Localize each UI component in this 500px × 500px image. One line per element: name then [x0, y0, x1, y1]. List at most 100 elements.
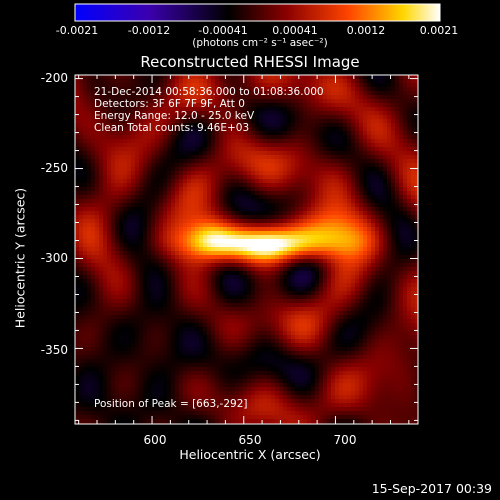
- heatmap-cell: [191, 267, 195, 271]
- heatmap-cell: [163, 207, 167, 211]
- heatmap-cell: [403, 295, 407, 299]
- heatmap-cell: [175, 179, 179, 183]
- heatmap-cell: [131, 99, 135, 103]
- heatmap-cell: [227, 279, 231, 283]
- heatmap-cell: [251, 79, 255, 83]
- heatmap-cell: [411, 131, 415, 135]
- heatmap-cell: [123, 195, 127, 199]
- heatmap-cell: [183, 171, 187, 175]
- heatmap-cell: [259, 179, 263, 183]
- heatmap-cell: [115, 99, 119, 103]
- heatmap-cell: [355, 251, 359, 255]
- heatmap-cell: [163, 255, 167, 259]
- heatmap-cell: [91, 163, 95, 167]
- heatmap-cell: [159, 295, 163, 299]
- heatmap-cell: [359, 131, 363, 135]
- heatmap-cell: [187, 207, 191, 211]
- heatmap-cell: [407, 275, 411, 279]
- heatmap-cell: [107, 283, 111, 287]
- heatmap-cell: [335, 215, 339, 219]
- heatmap-cell: [339, 271, 343, 275]
- heatmap-cell: [87, 107, 91, 111]
- heatmap-cell: [279, 283, 283, 287]
- heatmap-cell: [207, 235, 211, 239]
- heatmap-cell: [127, 163, 131, 167]
- heatmap-cell: [375, 299, 379, 303]
- heatmap-cell: [95, 79, 99, 83]
- heatmap-cell: [343, 275, 347, 279]
- heatmap-cell: [299, 119, 303, 123]
- heatmap-cell: [203, 135, 207, 139]
- heatmap-cell: [195, 103, 199, 107]
- heatmap-cell: [343, 83, 347, 87]
- heatmap-cell: [195, 299, 199, 303]
- heatmap-cell: [87, 247, 91, 251]
- heatmap-cell: [235, 95, 239, 99]
- heatmap-cell: [275, 103, 279, 107]
- heatmap-cell: [299, 83, 303, 87]
- heatmap-cell: [359, 95, 363, 99]
- heatmap-cell: [399, 175, 403, 179]
- heatmap-cell: [255, 191, 259, 195]
- heatmap-cell: [339, 243, 343, 247]
- heatmap-cell: [307, 287, 311, 291]
- heatmap-cell: [355, 303, 359, 307]
- heatmap-cell: [143, 287, 147, 291]
- heatmap-cell: [79, 283, 83, 287]
- heatmap-cell: [371, 131, 375, 135]
- heatmap-cell: [231, 251, 235, 255]
- heatmap-cell: [91, 143, 95, 147]
- heatmap-cell: [415, 183, 418, 187]
- heatmap-cell: [223, 207, 227, 211]
- heatmap-cell: [251, 259, 255, 263]
- heatmap-cell: [155, 231, 159, 235]
- heatmap-cell: [123, 99, 127, 103]
- heatmap-cell: [115, 275, 119, 279]
- heatmap-cell: [339, 143, 343, 147]
- heatmap-cell: [295, 207, 299, 211]
- heatmap-cell: [151, 247, 155, 251]
- heatmap-cell: [159, 143, 163, 147]
- heatmap-cell: [259, 111, 263, 115]
- heatmap-cell: [195, 167, 199, 171]
- heatmap-cell: [215, 79, 219, 83]
- heatmap-cell: [167, 211, 171, 215]
- heatmap-cell: [291, 283, 295, 287]
- heatmap-cell: [371, 99, 375, 103]
- heatmap-cell: [291, 155, 295, 159]
- heatmap-cell: [119, 75, 123, 79]
- heatmap-cell: [255, 111, 259, 115]
- heatmap-cell: [391, 183, 395, 187]
- heatmap-cell: [99, 111, 103, 115]
- heatmap-cell: [243, 203, 247, 207]
- heatmap-cell: [83, 103, 87, 107]
- heatmap-cell: [147, 75, 151, 79]
- heatmap-cell: [127, 95, 131, 99]
- heatmap-cell: [263, 163, 267, 167]
- heatmap-cell: [323, 267, 327, 271]
- heatmap-cell: [255, 159, 259, 163]
- heatmap-cell: [247, 99, 251, 103]
- heatmap-cell: [323, 227, 327, 231]
- heatmap-cell: [279, 131, 283, 135]
- heatmap-cell: [147, 255, 151, 259]
- heatmap-cell: [279, 155, 283, 159]
- heatmap-cell: [359, 203, 363, 207]
- heatmap-cell: [379, 239, 383, 243]
- heatmap-cell: [131, 219, 135, 223]
- heatmap-cell: [415, 267, 418, 271]
- heatmap-cell: [167, 171, 171, 175]
- heatmap-cell: [231, 127, 235, 131]
- heatmap-cell: [103, 123, 107, 127]
- heatmap-cell: [415, 235, 418, 239]
- heatmap-cell: [91, 151, 95, 155]
- heatmap-cell: [191, 139, 195, 143]
- heatmap-cell: [331, 151, 335, 155]
- heatmap-cell: [219, 203, 223, 207]
- heatmap-cell: [83, 91, 87, 95]
- heatmap-cell: [391, 239, 395, 243]
- heatmap-cell: [307, 251, 311, 255]
- heatmap-cell: [235, 147, 239, 151]
- heatmap-cell: [155, 99, 159, 103]
- heatmap-cell: [187, 143, 191, 147]
